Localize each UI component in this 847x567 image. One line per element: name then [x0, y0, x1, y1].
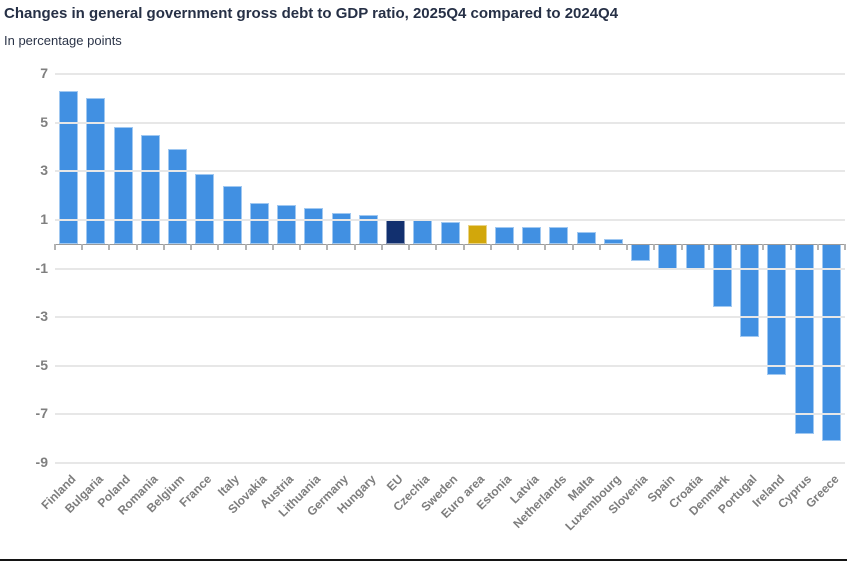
bar-cyprus: [794, 244, 814, 434]
bar-germany: [331, 212, 351, 245]
bar-netherlands: [549, 227, 569, 245]
y-axis: 7 5 3 1 -1 -3 -5 -7 -9: [0, 65, 48, 470]
x-axis-tick: [816, 244, 819, 251]
x-axis-tick: [707, 244, 710, 251]
x-axis-tick: [81, 244, 84, 251]
x-axis-tick: [135, 244, 138, 251]
x-axis: Finland Bulgaria Poland Romania Belgium Franc…: [38, 468, 845, 564]
x-axis-tick: [571, 244, 574, 251]
bar-austria: [277, 205, 297, 245]
y-tick-label--7: -7: [35, 405, 48, 422]
bar-croatia: [685, 244, 705, 269]
bar-greece: [821, 244, 841, 442]
y-tick-label-5: 5: [40, 113, 48, 130]
x-axis-tick: [244, 244, 247, 251]
x-axis-tick: [598, 244, 601, 251]
x-axis-tick: [162, 244, 165, 251]
x-axis-tick: [217, 244, 220, 251]
gridline--5: [55, 364, 845, 367]
chart-title: Changes in general government gross debt…: [4, 5, 619, 22]
x-axis-tick: [544, 244, 547, 251]
x-axis-tick: [462, 244, 465, 251]
bar-belgium: [168, 149, 188, 245]
chart-subtitle: In percentage points: [4, 33, 122, 48]
bottom-rule: [0, 559, 847, 561]
x-axis-tick: [653, 244, 656, 251]
bar-malta: [576, 232, 596, 245]
bar-ireland: [767, 244, 787, 376]
y-tick-label--5: -5: [35, 356, 48, 373]
gridline-7: [55, 73, 845, 75]
bar-eu: [386, 219, 406, 245]
x-axis-tick: [435, 244, 438, 251]
x-axis-tick: [626, 244, 629, 251]
bar-slovenia: [631, 244, 651, 262]
y-tick-label-1: 1: [40, 210, 48, 227]
x-axis-tick: [353, 244, 356, 251]
gridline--3: [55, 316, 845, 319]
bar-spain: [658, 244, 678, 269]
y-tick-label-7: 7: [40, 65, 48, 81]
x-axis-tick: [844, 244, 846, 251]
gridline-5: [55, 121, 845, 124]
plot-area: [54, 73, 846, 464]
bar-latvia: [522, 227, 542, 245]
x-axis-tick: [326, 244, 329, 251]
bar-slovakia: [249, 202, 269, 245]
gridline--7: [55, 413, 845, 416]
bar-lithuania: [304, 207, 324, 245]
gridline--1: [55, 267, 845, 270]
x-axis-tick: [190, 244, 193, 251]
bar-czechia: [413, 219, 433, 245]
bar-denmark: [712, 244, 732, 308]
bar-hungary: [358, 215, 378, 245]
bar-romania: [140, 134, 160, 245]
bar-portugal: [740, 244, 760, 337]
x-axis-tick: [735, 244, 738, 251]
x-axis-tick: [271, 244, 274, 251]
x-axis-tick: [517, 244, 520, 251]
bar-luxembourg: [603, 239, 623, 245]
bar-italy: [222, 185, 242, 245]
zero-axis-line: [55, 244, 845, 246]
bar-finland: [59, 91, 79, 245]
x-axis-tick: [789, 244, 792, 251]
bar-france: [195, 173, 215, 245]
y-tick-label-3: 3: [40, 162, 48, 179]
y-tick-label--9: -9: [35, 454, 48, 470]
x-axis-tick: [408, 244, 411, 251]
x-axis-tick: [380, 244, 383, 251]
y-tick-label--1: -1: [35, 259, 48, 276]
y-tick-label--3: -3: [35, 308, 48, 325]
x-axis-tick: [108, 244, 111, 251]
bar-estonia: [494, 227, 514, 245]
bar-sweden: [440, 222, 460, 245]
x-axis-tick: [299, 244, 302, 251]
bar-poland: [113, 127, 133, 245]
gridline--9: [55, 462, 845, 464]
gridline-1: [55, 218, 845, 221]
bar-euro-area: [467, 224, 487, 245]
x-axis-tick: [680, 244, 683, 251]
x-axis-tick: [762, 244, 765, 251]
x-axis-tick: [54, 244, 56, 251]
gridline-3: [55, 170, 845, 173]
x-axis-tick: [489, 244, 492, 251]
